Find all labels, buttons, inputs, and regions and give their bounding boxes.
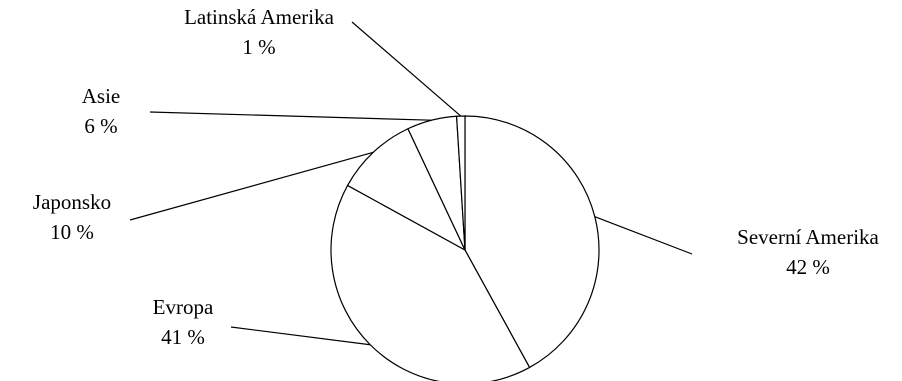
slice-label-latinska-amerika: Latinská Amerika — [184, 5, 335, 29]
leader-line-severni-amerika — [594, 216, 693, 255]
leader-line-evropa — [230, 326, 371, 346]
slice-value-label-severni-amerika: 42 % — [786, 255, 830, 279]
slice-label-asie: Asie — [82, 84, 121, 108]
leader-line-latinska-amerika — [351, 21, 462, 117]
slice-value-label-asie: 6 % — [84, 114, 117, 138]
leader-lines — [129, 21, 693, 346]
slice-value-label-japonsko: 10 % — [50, 220, 94, 244]
slice-value-label-evropa: 41 % — [161, 325, 205, 349]
slice-value-label-latinska-amerika: 1 % — [242, 35, 275, 59]
slice-label-japonsko: Japonsko — [33, 190, 111, 214]
slice-label-evropa: Evropa — [153, 295, 214, 319]
leader-line-asie — [149, 111, 432, 121]
slice-label-severni-amerika: Severní Amerika — [737, 225, 879, 249]
pie-slice-severni-amerika — [464, 115, 600, 369]
slice-labels: Severní Amerika 42 % Evropa 41 % Japonsko 10 … — [33, 5, 880, 349]
pie-slices — [330, 115, 600, 381]
leader-line-japonsko — [129, 151, 374, 221]
pie-slice-japonsko — [346, 127, 467, 252]
